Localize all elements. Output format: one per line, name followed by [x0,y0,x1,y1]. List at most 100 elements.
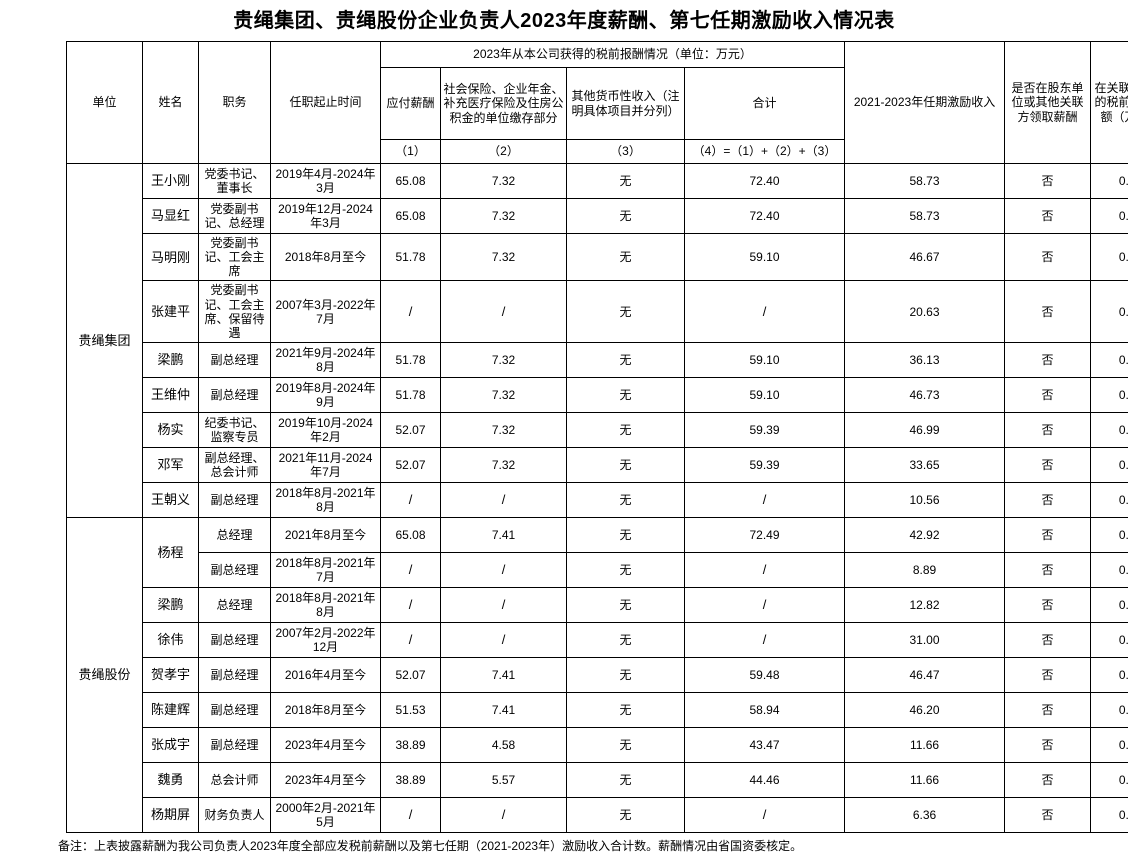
cell-insurance: / [441,623,567,658]
cell-post: 党委书记、董事长 [199,164,271,199]
cell-insurance: 7.32 [441,343,567,378]
cell-term: 2021年9月-2024年8月 [271,343,381,378]
cell-name: 杨期屏 [143,798,199,833]
cell-incentive: 12.82 [845,588,1005,623]
cell-related-pay: 0.00 [1091,378,1128,413]
cell-name: 杨实 [143,413,199,448]
cell-shareholder-pay: 否 [1005,413,1091,448]
cell-total: 59.10 [685,343,845,378]
cell-term: 2018年8月-2021年8月 [271,483,381,518]
cell-incentive: 46.20 [845,693,1005,728]
cell-related-pay: 0.00 [1091,728,1128,763]
cell-shareholder-pay: 否 [1005,553,1091,588]
cell-related-pay: 0.00 [1091,518,1128,553]
cell-other-monetary: 无 [567,728,685,763]
cell-payable-salary: 38.89 [381,763,441,798]
cell-post: 副总经理 [199,378,271,413]
cell-related-pay: 0.00 [1091,658,1128,693]
cell-total: 59.48 [685,658,845,693]
cell-payable-salary: 52.07 [381,413,441,448]
cell-post: 副总经理 [199,623,271,658]
cell-other-monetary: 无 [567,448,685,483]
cell-payable-salary: / [381,588,441,623]
cell-incentive: 46.47 [845,658,1005,693]
col-header-total: 合计 [685,68,845,140]
cell-shareholder-pay: 否 [1005,234,1091,281]
cell-post: 党委副书记、工会主席、保留待遇 [199,281,271,343]
cell-incentive: 31.00 [845,623,1005,658]
cell-shareholder-pay: 否 [1005,343,1091,378]
cell-name: 贺孝宇 [143,658,199,693]
cell-term: 2019年8月-2024年9月 [271,378,381,413]
cell-total: 59.10 [685,378,845,413]
col-header-name: 姓名 [143,42,199,164]
table-row: 贺孝宇副总经理2016年4月至今52.077.41无59.4846.47否0.0… [67,658,1128,693]
cell-name: 王朝义 [143,483,199,518]
col-header-term: 任职起止时间 [271,42,381,164]
cell-incentive: 46.73 [845,378,1005,413]
header-row-top: 单位 姓名 职务 任职起止时间 2023年从本公司获得的税前报酬情况（单位：万元… [67,42,1128,68]
cell-payable-salary: 51.78 [381,234,441,281]
cell-name: 杨程 [143,518,199,588]
cell-incentive: 8.89 [845,553,1005,588]
cell-insurance: 7.41 [441,693,567,728]
table-container: 单位 姓名 职务 任职起止时间 2023年从本公司获得的税前报酬情况（单位：万元… [0,41,1128,833]
cell-shareholder-pay: 否 [1005,728,1091,763]
group-label-cell: 贵绳集团 [67,164,143,518]
cell-post: 纪委书记、监察专员 [199,413,271,448]
cell-post: 总经理 [199,518,271,553]
cell-shareholder-pay: 否 [1005,798,1091,833]
cell-term: 2007年3月-2022年7月 [271,281,381,343]
table-row: 张成宇副总经理2023年4月至今38.894.58无43.4711.66否0.0… [67,728,1128,763]
cell-term: 2000年2月-2021年5月 [271,798,381,833]
cell-name: 马明刚 [143,234,199,281]
cell-payable-salary: 52.07 [381,658,441,693]
cell-other-monetary: 无 [567,658,685,693]
cell-payable-salary: 52.07 [381,448,441,483]
cell-other-monetary: 无 [567,234,685,281]
table-head: 单位 姓名 职务 任职起止时间 2023年从本公司获得的税前报酬情况（单位：万元… [67,42,1128,164]
cell-insurance: 7.32 [441,164,567,199]
cell-name: 张成宇 [143,728,199,763]
cell-insurance: 7.32 [441,378,567,413]
cell-related-pay: 0.00 [1091,483,1128,518]
salary-disclosure-page: 贵绳集团、贵绳股份企业负责人2023年度薪酬、第七任期激励收入情况表 单位 姓名… [0,0,1128,823]
cell-other-monetary: 无 [567,483,685,518]
cell-payable-salary: / [381,798,441,833]
cell-insurance: 5.57 [441,763,567,798]
cell-related-pay: 0.00 [1091,234,1128,281]
cell-incentive: 46.99 [845,413,1005,448]
cell-term: 2023年4月至今 [271,728,381,763]
cell-total: / [685,798,845,833]
cell-insurance: / [441,483,567,518]
cell-insurance: 7.32 [441,413,567,448]
cell-post: 副总经理 [199,693,271,728]
cell-shareholder-pay: 否 [1005,763,1091,798]
cell-insurance: 7.41 [441,658,567,693]
cell-post: 党委副书记、工会主席 [199,234,271,281]
cell-post: 副总经理 [199,658,271,693]
cell-total: 59.39 [685,413,845,448]
cell-total: 58.94 [685,693,845,728]
cell-post: 总经理 [199,588,271,623]
cell-post: 党委副书记、总经理 [199,199,271,234]
cell-total: 59.10 [685,234,845,281]
col-header-unit: 单位 [67,42,143,164]
col-header-shareholder-pay: 是否在股东单位或其他关联方领取薪酬 [1005,42,1091,164]
cell-shareholder-pay: 否 [1005,588,1091,623]
cell-incentive: 6.36 [845,798,1005,833]
col-number-3: （3） [567,140,685,164]
cell-term: 2023年4月至今 [271,763,381,798]
col-header-incentive: 2021-2023年任期激励收入 [845,42,1005,164]
cell-payable-salary: 51.53 [381,693,441,728]
footnote: 备注：上表披露薪酬为我公司负责人2023年度全部应发税前薪酬以及第七任期（202… [0,833,1128,855]
cell-related-pay: 0.00 [1091,164,1128,199]
cell-total: 72.40 [685,199,845,234]
